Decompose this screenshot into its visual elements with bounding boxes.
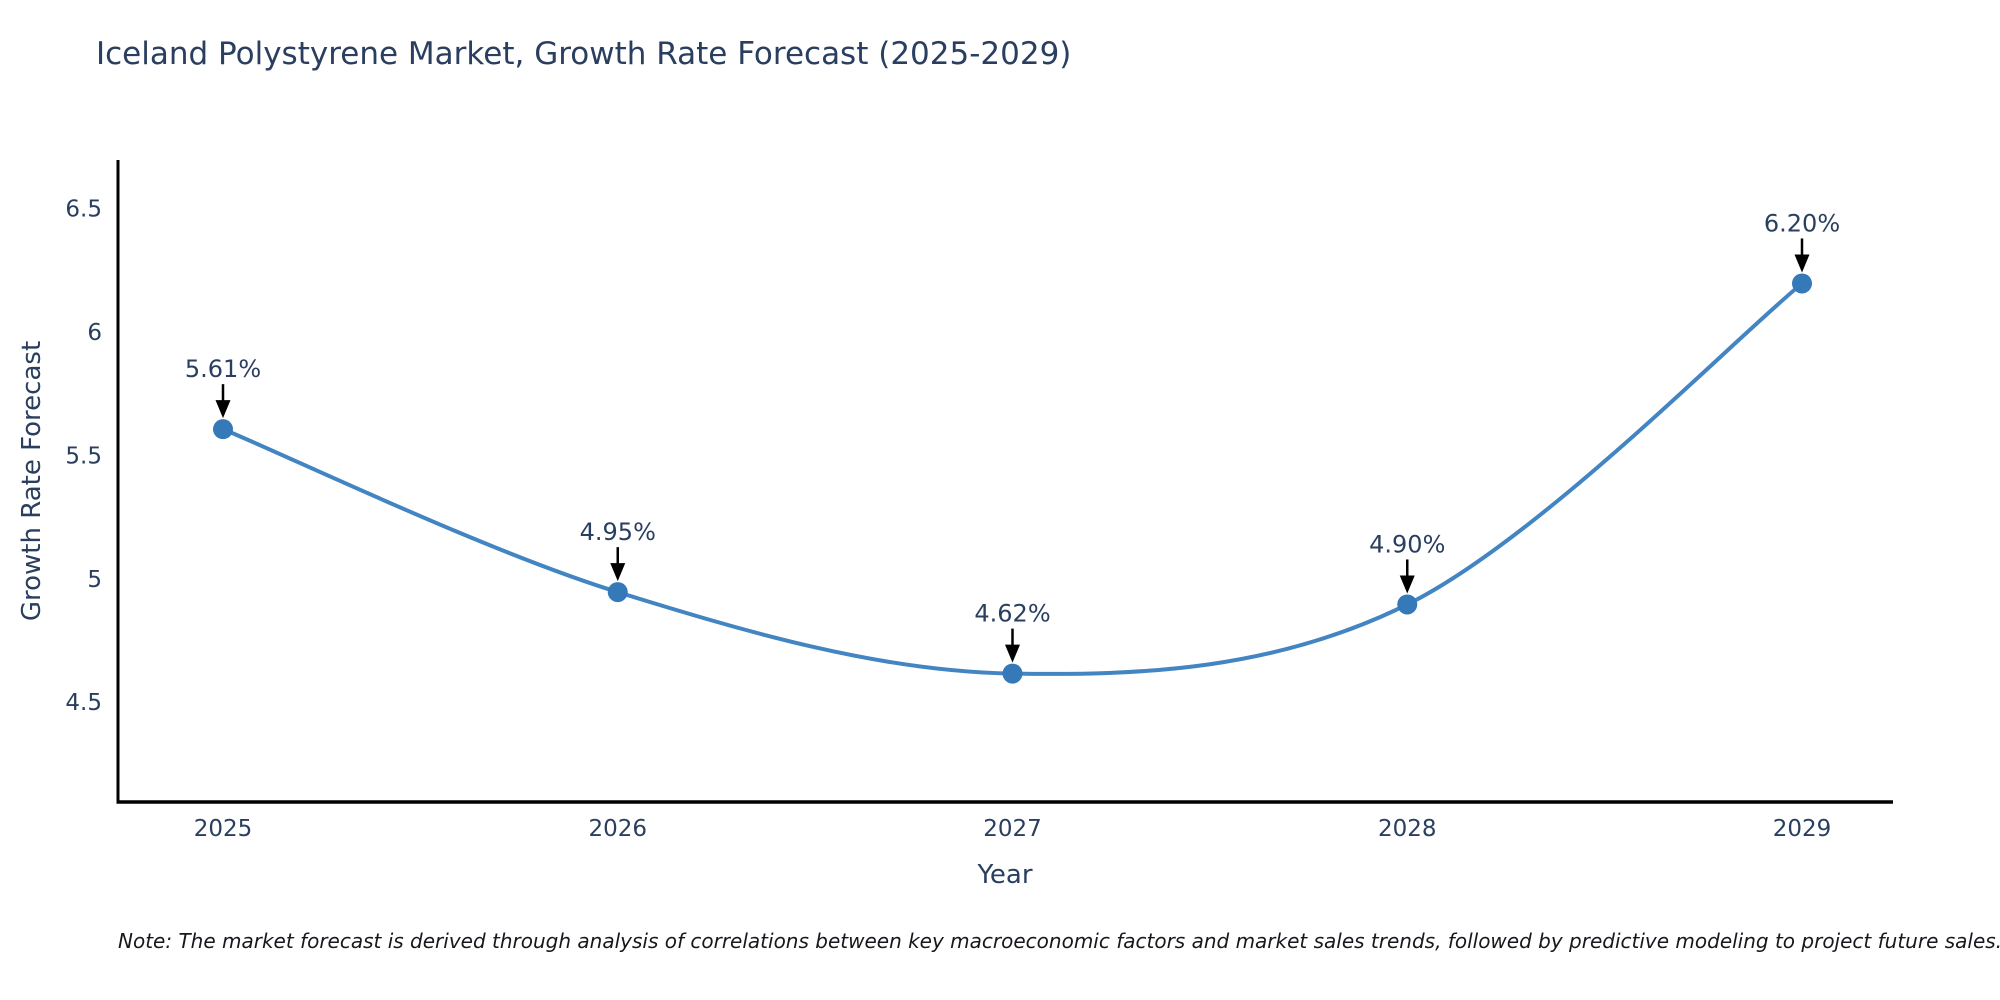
data-point-2029[interactable] xyxy=(1792,273,1812,294)
x-tick-label: 2027 xyxy=(983,816,1042,842)
data-point-2028[interactable] xyxy=(1397,594,1418,615)
y-tick-label: 5 xyxy=(87,567,102,593)
y-tick-label: 5.5 xyxy=(65,443,102,469)
y-tick-label: 6 xyxy=(87,320,102,346)
annotation-arrowhead-icon xyxy=(610,563,626,582)
x-tick-label: 2026 xyxy=(588,816,647,842)
point-value-label: 4.90% xyxy=(1369,530,1445,558)
footnote: Note: The market forecast is derived thr… xyxy=(118,929,2000,953)
point-value-label: 4.62% xyxy=(974,600,1050,628)
data-point-2027[interactable] xyxy=(1002,663,1023,684)
x-tick-label: 2028 xyxy=(1378,816,1437,842)
point-value-label: 5.61% xyxy=(185,355,261,383)
y-tick-label: 4.5 xyxy=(65,690,102,716)
annotation-arrowhead-icon xyxy=(1005,644,1020,663)
point-value-label: 4.95% xyxy=(580,518,656,546)
chart-title: Iceland Polystyrene Market, Growth Rate … xyxy=(96,36,1072,72)
y-tick-label: 6.5 xyxy=(65,196,102,222)
data-point-2025[interactable] xyxy=(213,419,233,440)
x-axis-title: Year xyxy=(977,860,1033,890)
annotation-arrowhead-icon xyxy=(215,400,231,419)
data-point-2026[interactable] xyxy=(607,582,628,603)
annotation-arrowhead-icon xyxy=(1794,254,1810,273)
x-tick-label: 2025 xyxy=(194,816,253,842)
annotation-arrowhead-icon xyxy=(1399,575,1415,594)
point-value-label: 6.20% xyxy=(1764,209,1840,237)
x-tick-label: 2029 xyxy=(1773,816,1832,842)
